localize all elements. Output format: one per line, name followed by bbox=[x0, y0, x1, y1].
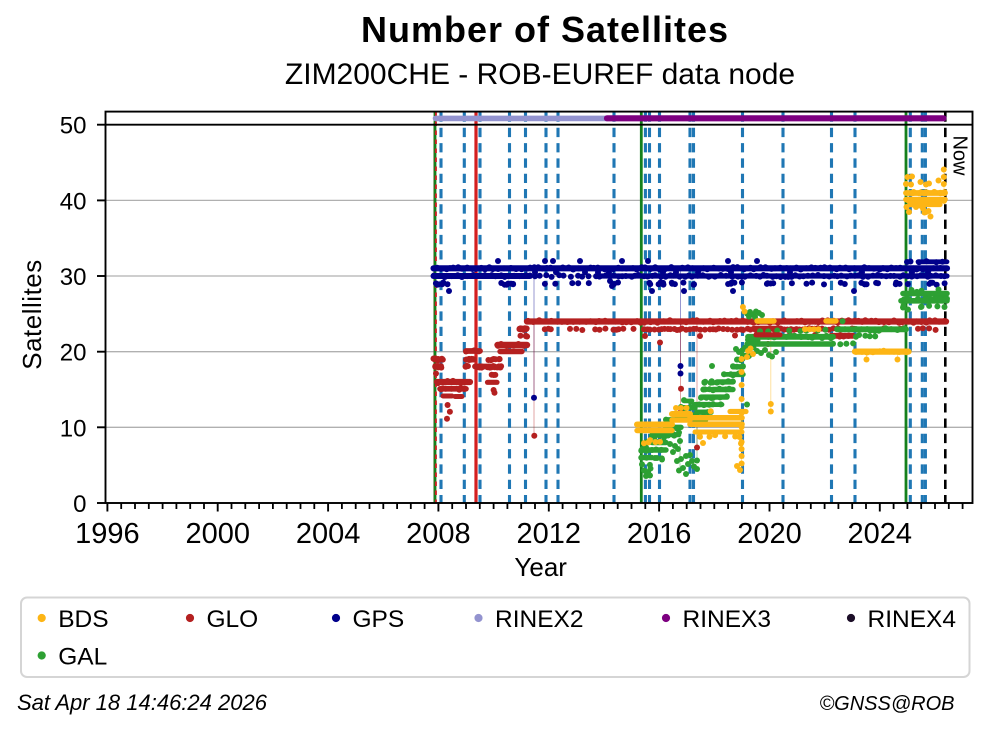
svg-text:©GNSS@ROB: ©GNSS@ROB bbox=[819, 693, 954, 715]
svg-text:20: 20 bbox=[60, 340, 87, 367]
svg-text:2004: 2004 bbox=[296, 518, 361, 550]
svg-text:Year: Year bbox=[514, 552, 567, 582]
svg-text:GAL: GAL bbox=[58, 644, 107, 671]
svg-text:GLO: GLO bbox=[207, 606, 259, 633]
svg-text:GPS: GPS bbox=[353, 606, 405, 633]
svg-text:2020: 2020 bbox=[737, 518, 802, 550]
svg-text:2024: 2024 bbox=[848, 518, 913, 550]
svg-text:2016: 2016 bbox=[627, 518, 692, 550]
svg-text:2012: 2012 bbox=[517, 518, 582, 550]
svg-text:40: 40 bbox=[60, 188, 87, 215]
svg-text:2000: 2000 bbox=[185, 518, 250, 550]
svg-text:30: 30 bbox=[60, 264, 87, 291]
svg-text:RINEX2: RINEX2 bbox=[495, 606, 584, 633]
svg-text:Sat Apr 18 14:46:24 2026: Sat Apr 18 14:46:24 2026 bbox=[17, 690, 268, 715]
svg-text:RINEX3: RINEX3 bbox=[683, 606, 772, 633]
svg-text:Now: Now bbox=[949, 135, 971, 176]
svg-text:1996: 1996 bbox=[75, 518, 140, 550]
svg-text:RINEX4: RINEX4 bbox=[868, 606, 957, 633]
svg-text:Number of Satellites: Number of Satellites bbox=[361, 9, 729, 50]
svg-text:50: 50 bbox=[60, 113, 87, 140]
svg-text:ZIM200CHE - ROB-EUREF data nod: ZIM200CHE - ROB-EUREF data node bbox=[285, 58, 795, 91]
svg-text:BDS: BDS bbox=[58, 606, 108, 633]
svg-text:Satellites: Satellites bbox=[17, 259, 47, 370]
svg-text:2008: 2008 bbox=[406, 518, 471, 550]
svg-text:0: 0 bbox=[73, 491, 86, 518]
svg-text:10: 10 bbox=[60, 415, 87, 442]
